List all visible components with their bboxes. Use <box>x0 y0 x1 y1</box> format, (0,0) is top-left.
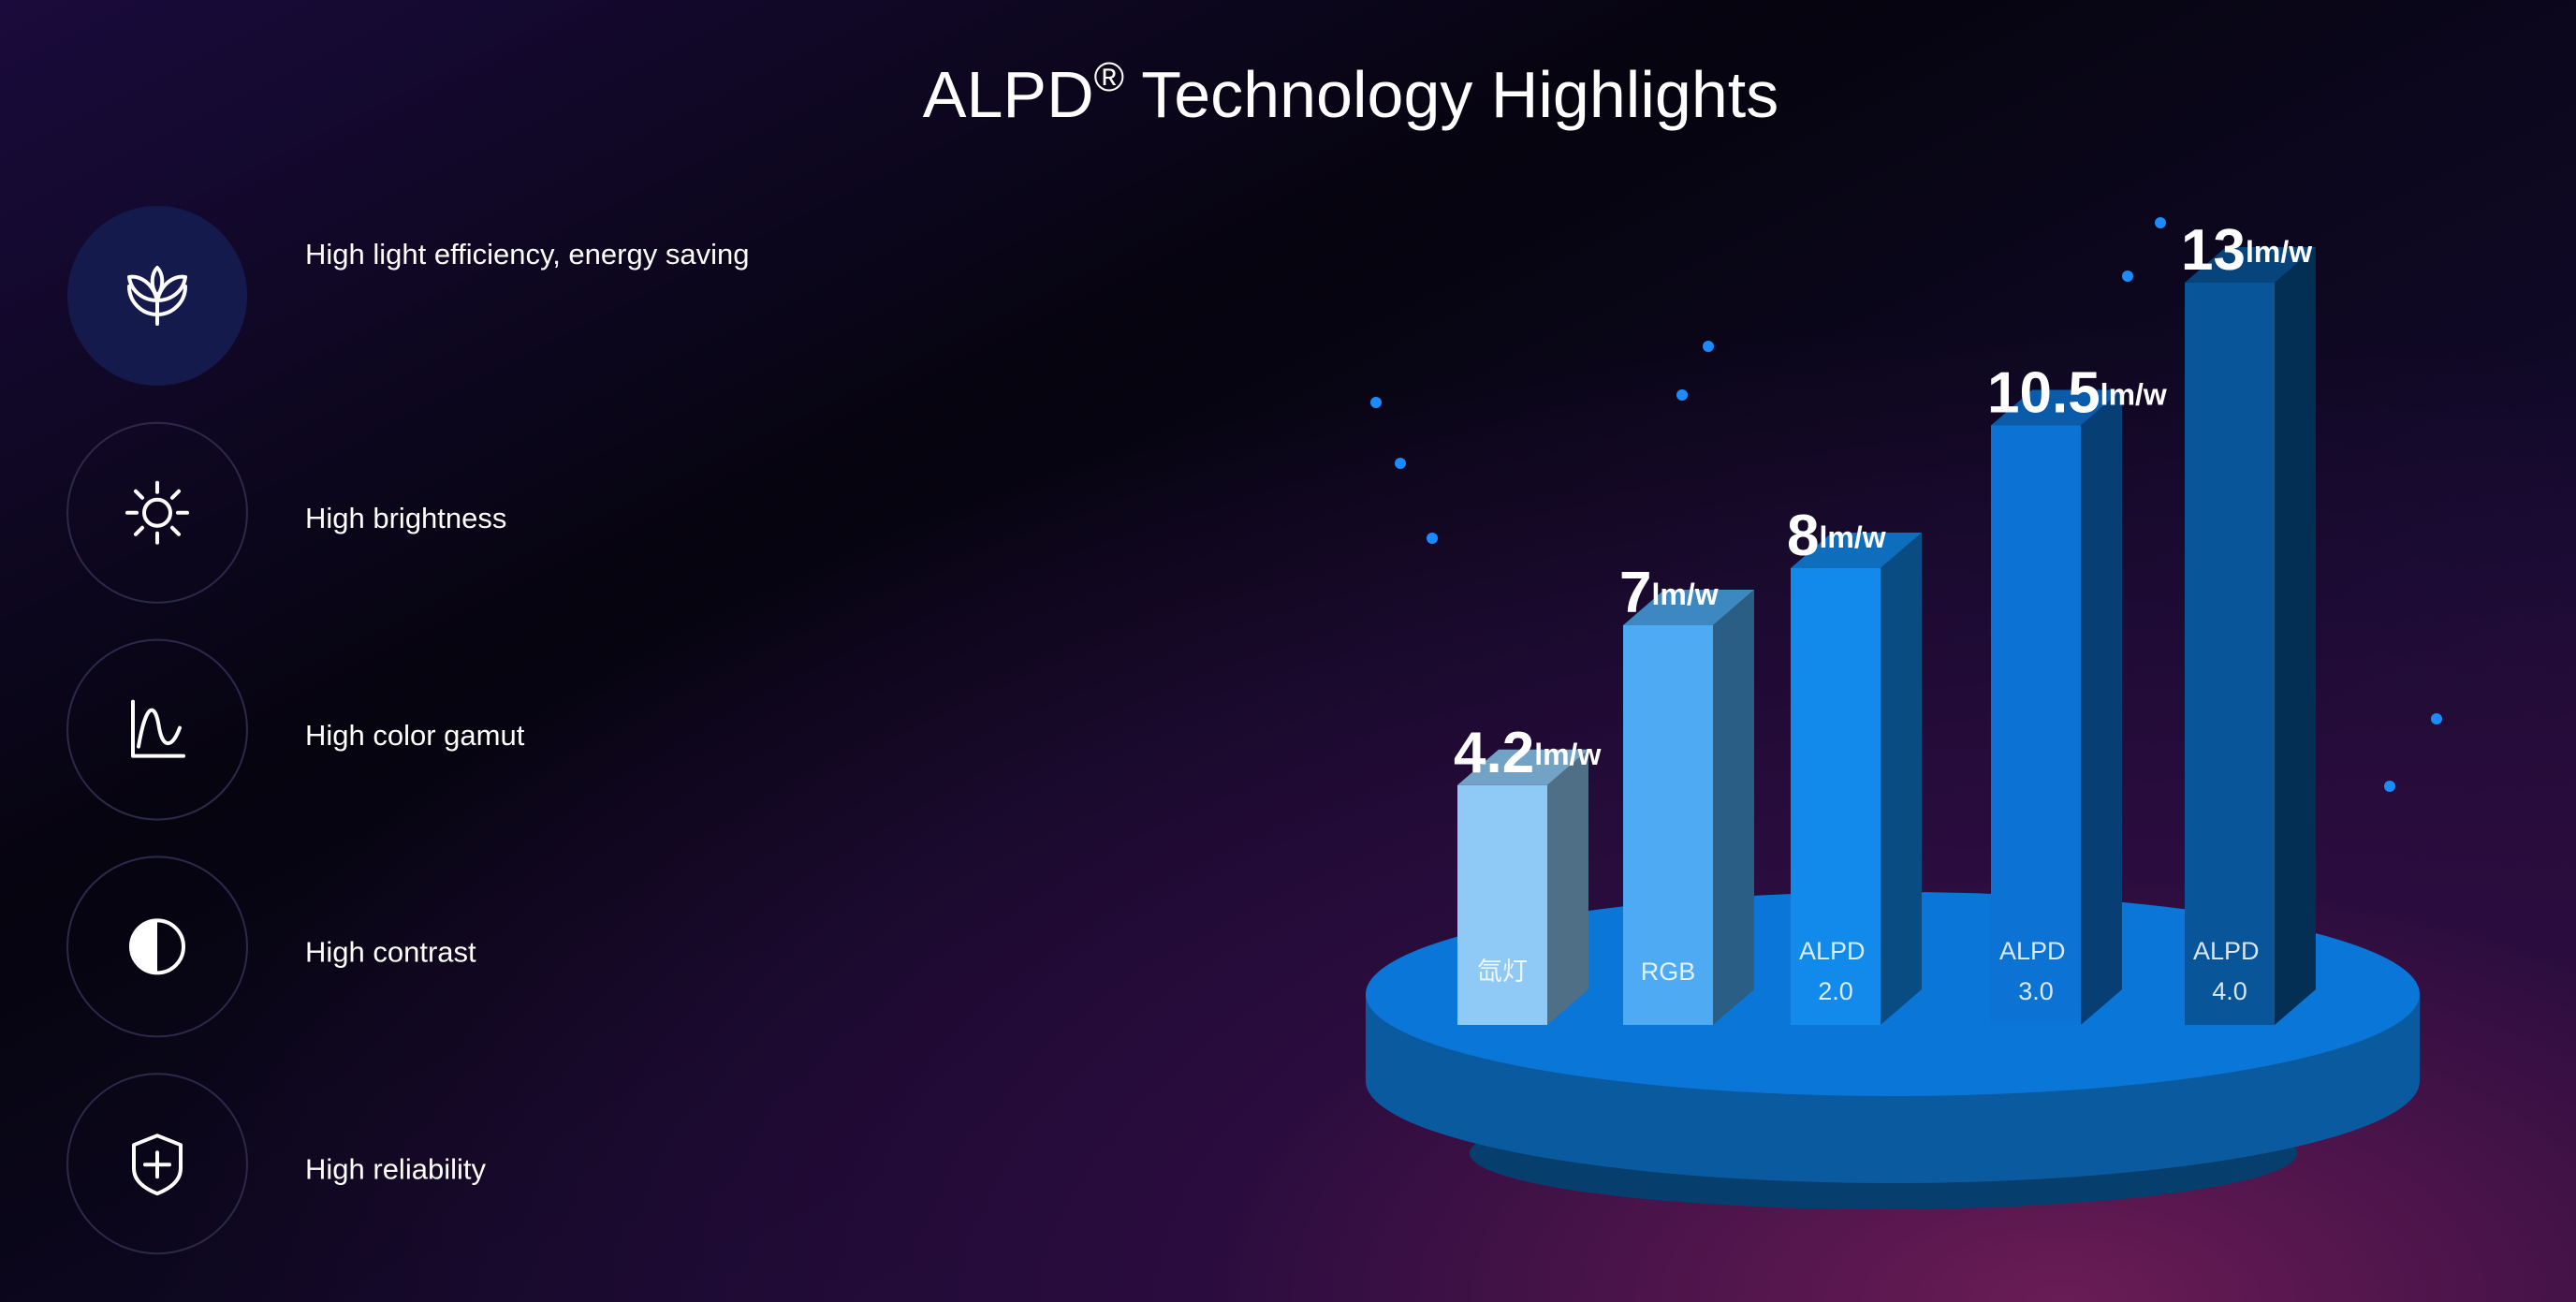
feature-icon-circle <box>66 856 248 1038</box>
icon-shape <box>125 480 189 545</box>
feature-label: High contrast <box>305 936 476 969</box>
value-number: 7 <box>1619 561 1651 625</box>
category-line: ALPD <box>1999 937 2072 965</box>
value-unit: lm/w <box>2100 378 2167 412</box>
bar <box>1623 625 1713 1025</box>
bar-top <box>1791 533 1922 568</box>
bar-side <box>1881 533 1922 1025</box>
title-part: Technology Highlights <box>1124 58 1778 131</box>
feature-icon <box>132 1134 183 1196</box>
feature-icon <box>131 699 185 758</box>
title-part: ALPD <box>923 58 1094 131</box>
value-label: 8lm/w <box>1787 504 1886 568</box>
title-mark: ® <box>1094 54 1124 100</box>
value-number: 13 <box>2181 218 2246 283</box>
feature-label: High light efficiency, energy saving <box>305 238 749 271</box>
icon-shape <box>131 699 185 758</box>
category-label: ALPD 4.0 <box>2193 937 2266 1005</box>
category-label: RGB <box>1641 958 1696 986</box>
value-unit: lm/w <box>1651 578 1718 611</box>
bar-side <box>2081 389 2122 1025</box>
bar-top <box>1623 590 1754 625</box>
feature-icon-circle <box>66 638 248 821</box>
feature-label: High brightness <box>305 502 506 534</box>
category-line: ALPD <box>1799 937 1872 965</box>
value-label: 13lm/w <box>2181 218 2312 283</box>
value-number: 4.2 <box>1454 721 1534 785</box>
bar <box>1991 425 2081 1025</box>
icon-half <box>131 920 157 973</box>
feature-icon-circle <box>66 1073 248 1255</box>
value-label: 7lm/w <box>1619 561 1719 625</box>
bar <box>1457 784 1547 1025</box>
value-number: 8 <box>1787 504 1819 568</box>
light-dot <box>1395 458 1406 469</box>
value-number: 10.5 <box>1987 361 2100 426</box>
light-dot <box>1676 389 1688 401</box>
category-line: 2.0 <box>1818 977 1853 1005</box>
icon-shape <box>127 266 187 326</box>
bar <box>1791 568 1881 1025</box>
light-dot <box>2431 713 2442 724</box>
feature-icon <box>125 480 189 545</box>
light-dot <box>1427 533 1438 544</box>
page-title: ALPD® Technology Highlights <box>923 54 1778 131</box>
value-label: 4.2lm/w <box>1454 721 1601 785</box>
value-label: 10.5lm/w <box>1987 361 2167 426</box>
light-dot <box>2384 781 2395 792</box>
category-line: ALPD <box>2193 937 2266 965</box>
bar <box>2185 283 2275 1025</box>
bar-side <box>2275 247 2316 1025</box>
value-unit: lm/w <box>1819 520 1885 554</box>
icon-shape <box>132 1134 183 1196</box>
light-dot <box>2122 271 2133 282</box>
light-dot <box>1703 341 1714 352</box>
light-dot <box>2155 217 2166 228</box>
category-label: ALPD 3.0 <box>1999 937 2072 1005</box>
bar-side <box>1547 749 1588 1025</box>
feature-label: High color gamut <box>305 719 525 752</box>
feature-icon <box>129 918 185 975</box>
bar-top <box>1991 389 2122 426</box>
feature-icon <box>127 266 187 326</box>
bar-top <box>1457 749 1588 785</box>
bar-side <box>1713 590 1754 1025</box>
value-unit: lm/w <box>1534 738 1601 771</box>
category-label: ALPD 2.0 <box>1799 937 1872 1005</box>
category-line: 4.0 <box>2212 977 2247 1005</box>
value-unit: lm/w <box>2246 235 2312 269</box>
bar-top <box>2185 247 2316 283</box>
category-line: 3.0 <box>2018 977 2054 1005</box>
category-label: 氙灯 <box>1477 958 1528 986</box>
feature-icon-circle <box>66 421 248 604</box>
light-dot <box>1370 397 1382 408</box>
feature-label: High reliability <box>305 1152 486 1185</box>
